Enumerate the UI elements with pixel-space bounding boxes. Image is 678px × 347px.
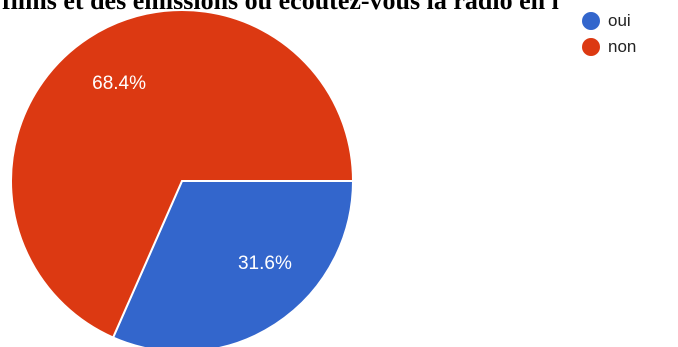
slice-label-non: 68.4% <box>92 73 146 94</box>
legend: oui non <box>582 10 636 62</box>
legend-swatch-oui <box>582 12 600 30</box>
slice-label-oui: 31.6% <box>238 253 292 274</box>
pie-slice-oui[interactable] <box>111 180 355 347</box>
legend-swatch-non <box>582 38 600 56</box>
legend-label-non: non <box>608 37 637 56</box>
chart-title: films et des émissions ou écoutez-vous l… <box>2 0 559 15</box>
pie-slice-non[interactable] <box>10 9 355 339</box>
legend-item-non[interactable]: non <box>582 36 636 58</box>
legend-label-oui: oui <box>608 11 631 30</box>
legend-item-oui[interactable]: oui <box>582 10 636 32</box>
